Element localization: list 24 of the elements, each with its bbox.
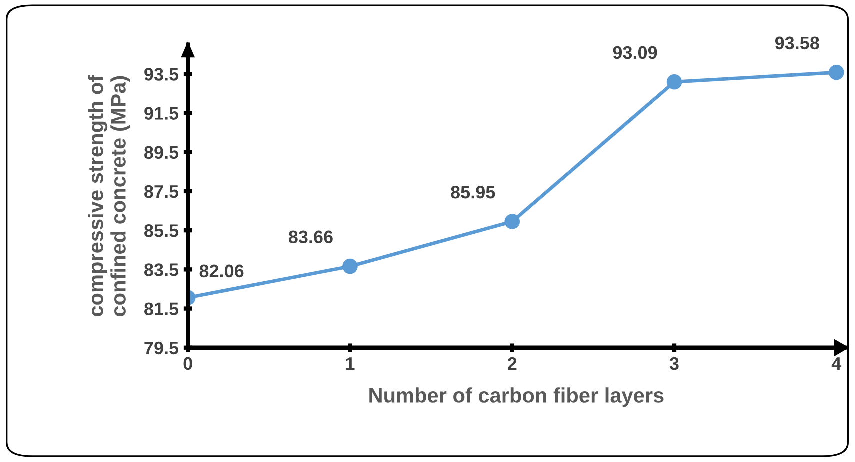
y-tick-label: 81.5	[144, 302, 179, 316]
point	[342, 258, 358, 274]
point	[504, 214, 520, 230]
y-tick-label: 91.5	[144, 107, 179, 120]
x-tick-label: 2	[508, 357, 517, 370]
point	[666, 74, 682, 90]
x-tick-label: 0	[184, 357, 192, 370]
x-tick-label: 1	[346, 358, 355, 370]
data-label: 93.09	[613, 46, 658, 60]
data-label: 82.06	[200, 264, 244, 278]
y-tick-label: 83.5	[144, 264, 179, 276]
y-tick-label: 87.5	[144, 185, 179, 198]
data-label: 83.66	[288, 230, 333, 244]
y-axis-title: compressive strength of confined concrete (MPa)	[88, 75, 130, 317]
data-label: 85.95	[451, 186, 496, 199]
y-tick-label: 85.5	[144, 224, 179, 238]
x-axis-title: Number of carbon fiber layers	[370, 388, 664, 408]
y-tick-label: 89.5	[144, 146, 179, 160]
y-tick-label: 79.5	[144, 342, 179, 355]
point	[828, 64, 844, 80]
data-label: 93.58	[775, 36, 820, 50]
y-tick-label: 93.5	[144, 68, 179, 81]
x-tick-label: 3	[670, 357, 679, 370]
x-tick-label: 4	[832, 358, 842, 370]
